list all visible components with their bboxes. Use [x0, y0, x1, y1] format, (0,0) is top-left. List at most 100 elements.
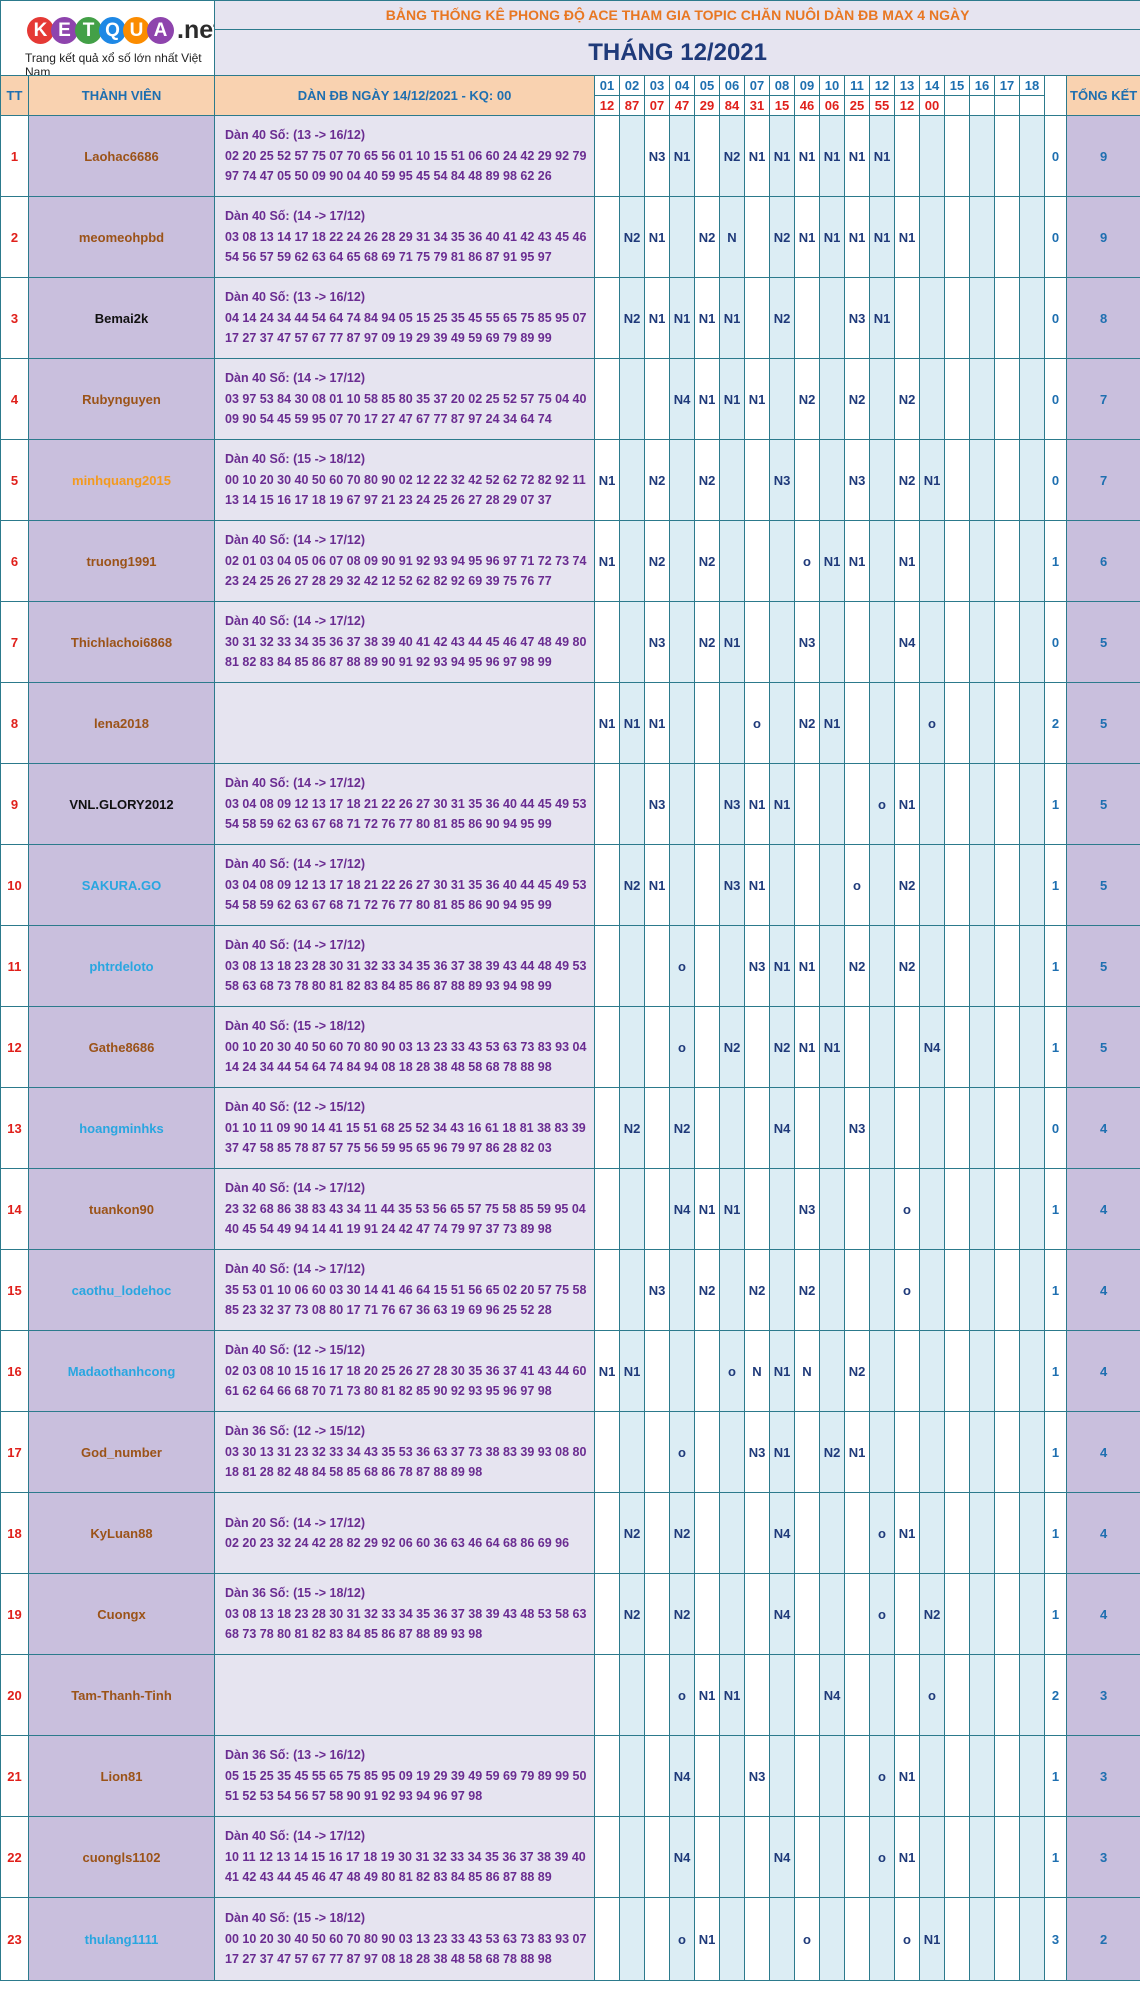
dan-title: Dàn 40 Số: (14 -> 17/12) [225, 1181, 365, 1196]
total-score: 4 [1065, 1087, 1140, 1169]
day-cell-05 [694, 844, 720, 926]
day-cell-13 [894, 1654, 920, 1736]
day-cell-15 [944, 1816, 970, 1898]
day-cell-15 [944, 844, 970, 926]
row-number: 6 [0, 520, 29, 602]
day-cell-07: N3 [744, 1411, 770, 1493]
member-name[interactable]: caothu_lodehoc [28, 1249, 215, 1331]
day-cell-08: N4 [769, 1087, 795, 1169]
day-cell-10 [819, 1735, 845, 1817]
day-cell-02 [619, 1006, 645, 1088]
day-cell-13: N1 [894, 763, 920, 845]
row-number: 21 [0, 1735, 29, 1817]
day-cell-17 [994, 358, 1020, 440]
day-header-11: 11 [844, 75, 870, 96]
day-cell-11: o [844, 844, 870, 926]
member-name[interactable]: VNL.GLORY2012 [28, 763, 215, 845]
day-cell-13 [894, 1573, 920, 1655]
day-header-02: 02 [619, 75, 645, 96]
member-name[interactable]: Laohac6686 [28, 115, 215, 197]
day-cell-02 [619, 1249, 645, 1331]
row-number: 14 [0, 1168, 29, 1250]
member-name[interactable]: SAKURA.GO [28, 844, 215, 926]
day-cell-09: N2 [794, 358, 820, 440]
day-cell-05 [694, 1492, 720, 1574]
day-cell-18 [1019, 1735, 1045, 1817]
day-cell-05: N1 [694, 1654, 720, 1736]
day-cell-09 [794, 844, 820, 926]
day-cell-11: N1 [844, 520, 870, 602]
day-cell-18 [1019, 1006, 1045, 1088]
member-name[interactable]: tuankon90 [28, 1168, 215, 1250]
day-cell-12: o [869, 1492, 895, 1574]
member-name[interactable]: Cuongx [28, 1573, 215, 1655]
day-cell-03: N3 [644, 601, 670, 683]
day-cell-11 [844, 1816, 870, 1898]
member-name[interactable]: Rubynguyen [28, 358, 215, 440]
day-cell-12: N1 [869, 277, 895, 359]
dan-title: Dàn 40 Số: (12 -> 15/12) [225, 1100, 365, 1115]
result-09: 46 [794, 95, 820, 116]
member-name[interactable]: thulang1111 [28, 1897, 215, 1981]
dan-title: Dàn 40 Số: (12 -> 15/12) [225, 1343, 365, 1358]
hit-count: 1 [1044, 1411, 1067, 1493]
member-name[interactable]: Thichlachoi6868 [28, 601, 215, 683]
table-row: 20 Tam-Thanh-Tinh o N1 N1 N4 o 2 3 [0, 1654, 1140, 1736]
day-cell-13 [894, 1087, 920, 1169]
member-name[interactable]: meomeohpbd [28, 196, 215, 278]
member-name[interactable]: Lion81 [28, 1735, 215, 1817]
total-score: 2 [1065, 1897, 1140, 1981]
dan-line2: 58 63 68 73 78 80 81 82 83 84 85 86 87 8… [225, 979, 552, 994]
member-name[interactable]: minhquang2015 [28, 439, 215, 521]
day-cell-06: N3 [719, 844, 745, 926]
day-cell-07: o [744, 682, 770, 764]
day-cell-03 [644, 1492, 670, 1574]
day-cell-14 [919, 1816, 945, 1898]
day-cell-07 [744, 1006, 770, 1088]
total-score: 3 [1065, 1654, 1140, 1736]
dan-title: Dàn 40 Số: (15 -> 18/12) [225, 1911, 365, 1926]
dan-title: Dàn 40 Số: (13 -> 16/12) [225, 128, 365, 143]
day-header-07: 07 [744, 75, 770, 96]
member-name[interactable]: lena2018 [28, 682, 215, 764]
day-cell-13 [894, 277, 920, 359]
dan-line2: 54 58 59 62 63 67 68 71 72 76 77 80 81 8… [225, 898, 552, 913]
dan-numbers: Dàn 36 Số: (15 -> 18/12) 03 08 13 18 23 2… [214, 1573, 595, 1655]
day-cell-07 [744, 1897, 770, 1981]
member-name[interactable]: Gathe8686 [28, 1006, 215, 1088]
hit-count: 1 [1044, 1816, 1067, 1898]
member-name[interactable]: Madaothanhcong [28, 1330, 215, 1412]
member-name[interactable]: phtrdeloto [28, 925, 215, 1007]
month-title: THÁNG 12/2021 [213, 29, 1140, 76]
member-name[interactable]: hoangminhks [28, 1087, 215, 1169]
member-name[interactable]: truong1991 [28, 520, 215, 602]
row-number: 13 [0, 1087, 29, 1169]
member-name[interactable]: Bemai2k [28, 277, 215, 359]
day-cell-09 [794, 1654, 820, 1736]
day-cell-10 [819, 1249, 845, 1331]
hit-count: 0 [1044, 277, 1067, 359]
result-03: 07 [644, 95, 670, 116]
total-score: 4 [1065, 1492, 1140, 1574]
day-cell-02: N2 [619, 196, 645, 278]
member-name[interactable]: God_number [28, 1411, 215, 1493]
day-cell-03 [644, 1411, 670, 1493]
member-name[interactable]: KyLuan88 [28, 1492, 215, 1574]
day-cell-08: N1 [769, 763, 795, 845]
member-name[interactable]: cuongls1102 [28, 1816, 215, 1898]
dan-title: Dàn 40 Số: (13 -> 16/12) [225, 290, 365, 305]
result-07: 31 [744, 95, 770, 116]
day-cell-15 [944, 1897, 970, 1981]
day-cell-01 [594, 1816, 620, 1898]
dan-line1: 01 10 11 09 90 14 41 15 51 68 25 52 34 4… [225, 1120, 586, 1135]
member-name[interactable]: Tam-Thanh-Tinh [28, 1654, 215, 1736]
day-cell-13: N1 [894, 520, 920, 602]
table-row: 9 VNL.GLORY2012 Dàn 40 Số: (14 -> 17/12) 03… [0, 763, 1140, 845]
hit-count: 1 [1044, 1573, 1067, 1655]
day-cell-04 [669, 1249, 695, 1331]
result-18 [1019, 95, 1045, 116]
day-cell-09: N3 [794, 601, 820, 683]
day-cell-18 [1019, 1573, 1045, 1655]
hit-count: 0 [1044, 358, 1067, 440]
